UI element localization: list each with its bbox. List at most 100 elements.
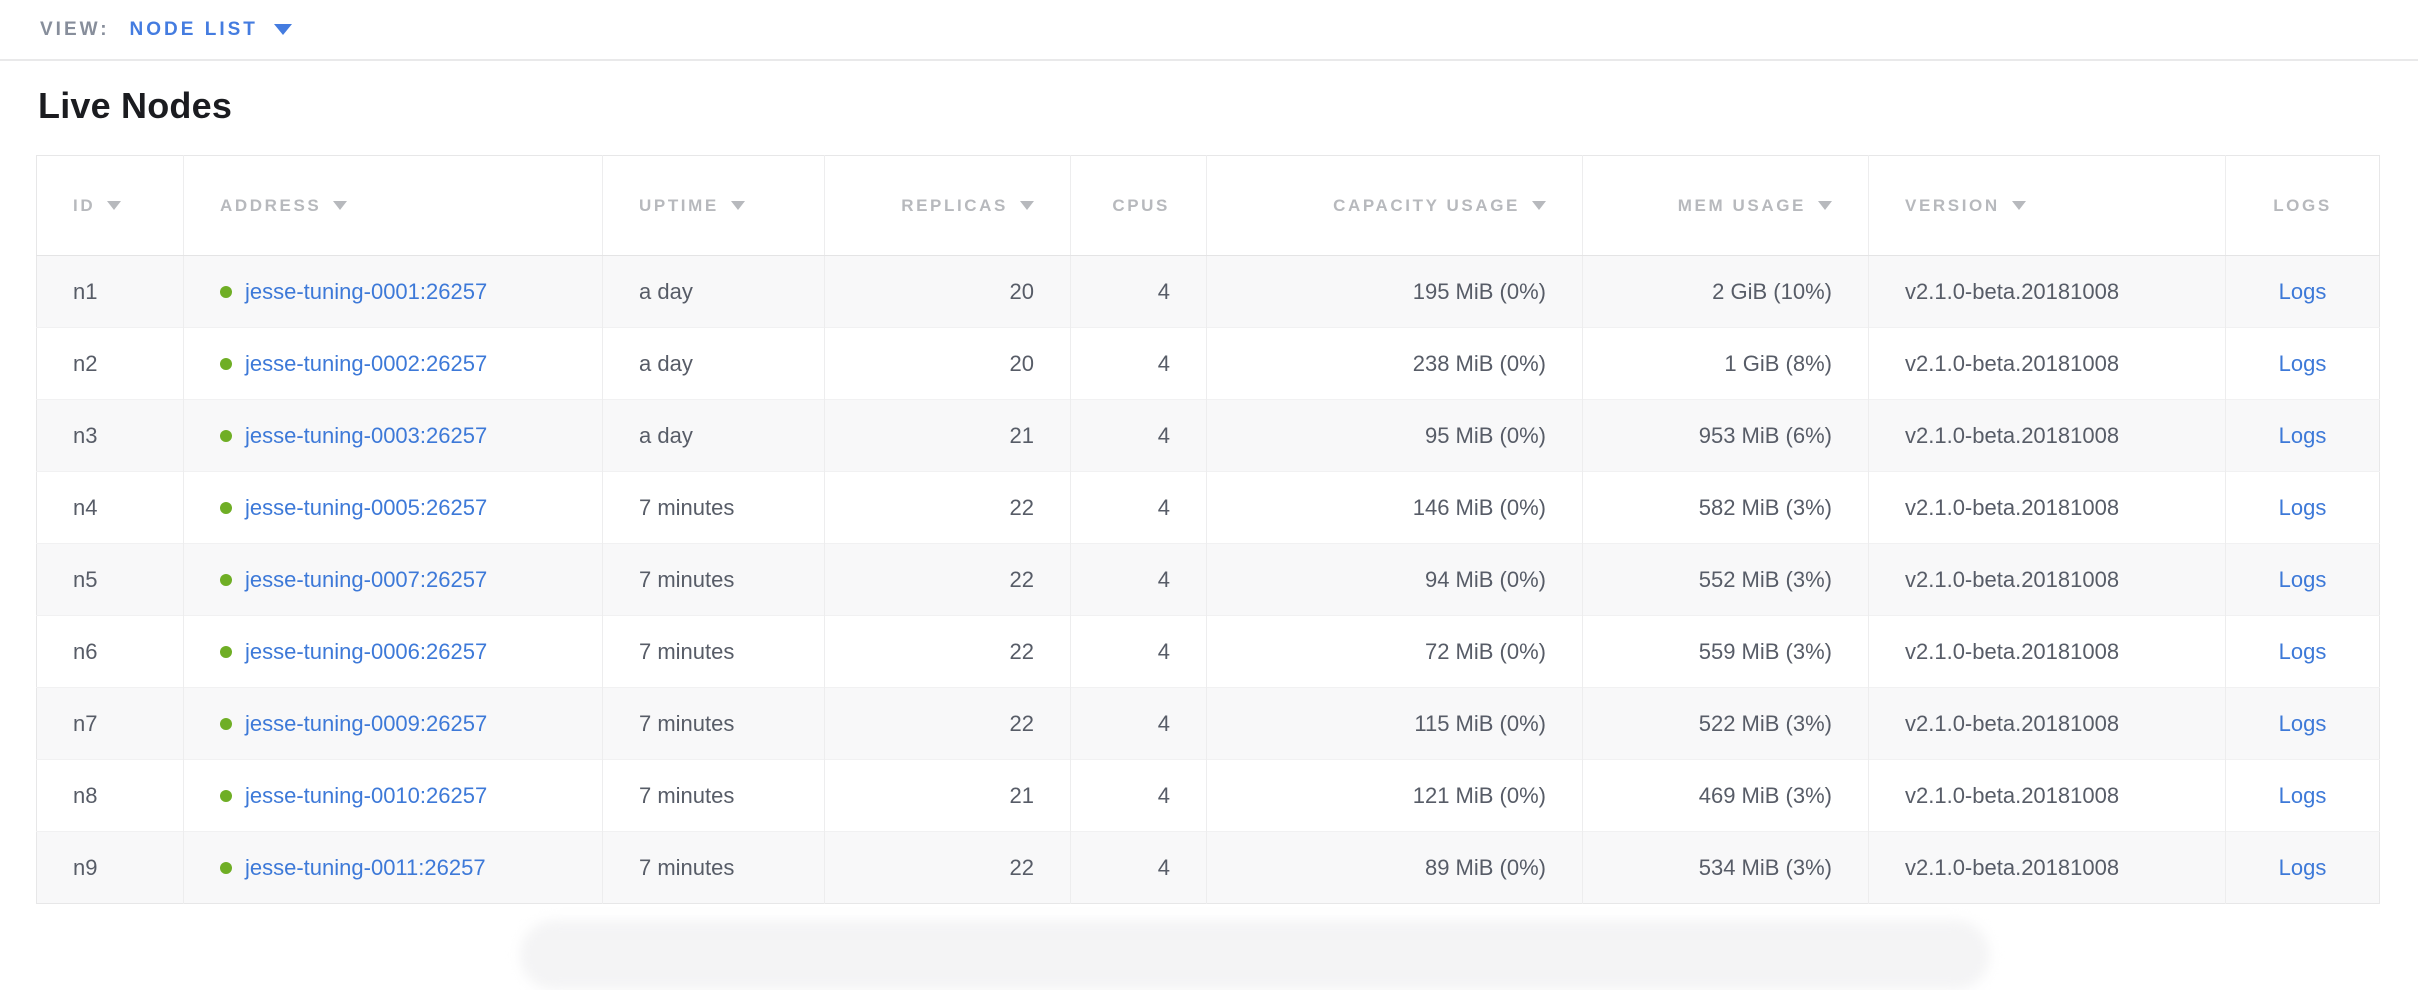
sort-desc-triangle-icon xyxy=(107,200,122,210)
node-address-link[interactable]: jesse-tuning-0001:26257 xyxy=(245,278,488,304)
cell-value: 22 xyxy=(1009,494,1034,520)
cell-uptime: 7 minutes xyxy=(602,759,825,832)
cell-uptime: a day xyxy=(602,255,825,328)
cell-cpus: 4 xyxy=(1070,759,1207,832)
cell-value: 20 xyxy=(1009,278,1034,304)
cell-value: 115 MiB (0%) xyxy=(1414,710,1546,736)
node-address-link[interactable]: jesse-tuning-0006:26257 xyxy=(245,638,488,664)
cell-value: 146 MiB (0%) xyxy=(1412,494,1546,520)
cell-value: 4 xyxy=(1157,278,1170,304)
cell-value: 4 xyxy=(1157,350,1170,376)
cell-address: jesse-tuning-0010:26257 xyxy=(183,759,603,832)
cell-id: n1 xyxy=(37,256,184,328)
cell-value: v2.1.0-beta.20181008 xyxy=(1905,854,2120,880)
cell-value: 22 xyxy=(1009,638,1034,664)
cell-mem: 953 MiB (6%) xyxy=(1582,399,1869,472)
cell-value: a day xyxy=(639,422,693,448)
cell-value: 4 xyxy=(1157,782,1170,808)
table-row: n1 jesse-tuning-0001:26257 a day 20 4 195 MiB… xyxy=(36,255,2380,328)
node-address-link[interactable]: jesse-tuning-0005:26257 xyxy=(245,494,488,520)
cell-mem: 534 MiB (3%) xyxy=(1582,831,1869,904)
cell-value: v2.1.0-beta.20181008 xyxy=(1905,782,2120,808)
column-header-label: ADDRESS xyxy=(220,195,322,215)
cell-address: jesse-tuning-0011:26257 xyxy=(183,831,603,904)
table-row: n4 jesse-tuning-0005:26257 7 minutes 22 4 146… xyxy=(36,471,2380,544)
cell-value: 89 MiB (0%) xyxy=(1424,854,1546,880)
cell-logs: Logs xyxy=(2225,687,2380,760)
cell-value: 72 MiB (0%) xyxy=(1424,638,1546,664)
node-address-link[interactable]: jesse-tuning-0002:26257 xyxy=(245,350,488,376)
node-address-link[interactable]: jesse-tuning-0003:26257 xyxy=(245,422,488,448)
cell-value: 534 MiB (3%) xyxy=(1698,854,1832,880)
cell-capacity: 115 MiB (0%) xyxy=(1206,687,1583,760)
column-header-label: CPUS xyxy=(1112,195,1170,215)
cell-logs: Logs xyxy=(2225,255,2380,328)
cell-logs: Logs xyxy=(2225,327,2380,400)
sort-desc-triangle-icon xyxy=(1532,200,1546,210)
node-logs-link[interactable]: Logs xyxy=(2278,638,2327,664)
node-logs-link[interactable]: Logs xyxy=(2278,854,2327,880)
cell-version: v2.1.0-beta.20181008 xyxy=(1868,327,2226,400)
cell-cpus: 4 xyxy=(1070,543,1207,616)
node-address-link[interactable]: jesse-tuning-0011:26257 xyxy=(245,854,486,880)
cell-capacity: 89 MiB (0%) xyxy=(1206,831,1583,904)
cell-value: 469 MiB (3%) xyxy=(1698,782,1832,808)
cell-version: v2.1.0-beta.20181008 xyxy=(1868,687,2226,760)
cell-value: v2.1.0-beta.20181008 xyxy=(1905,278,2120,304)
node-logs-link[interactable]: Logs xyxy=(2278,710,2327,736)
node-address-link[interactable]: jesse-tuning-0009:26257 xyxy=(245,710,488,736)
column-header-replicas[interactable]: REPLICAS xyxy=(824,155,1071,256)
cell-mem: 1 GiB (8%) xyxy=(1582,327,1869,400)
cell-version: v2.1.0-beta.20181008 xyxy=(1868,399,2226,472)
cell-value: n4 xyxy=(73,494,98,520)
cell-uptime: a day xyxy=(602,399,825,472)
column-header-version[interactable]: VERSION xyxy=(1868,155,2226,256)
column-header-mem[interactable]: MEM USAGE xyxy=(1582,155,1869,256)
column-header-capacity[interactable]: CAPACITY USAGE xyxy=(1206,155,1583,256)
cell-replicas: 20 xyxy=(824,327,1071,400)
cell-address: jesse-tuning-0003:26257 xyxy=(183,399,603,472)
cell-value: n8 xyxy=(73,782,98,808)
view-dropdown[interactable]: NODE LIST xyxy=(130,19,292,41)
column-header-cpus: CPUS xyxy=(1070,155,1207,256)
node-logs-link[interactable]: Logs xyxy=(2278,782,2327,808)
cell-replicas: 20 xyxy=(824,255,1071,328)
cell-value: 7 minutes xyxy=(639,854,735,880)
cell-id: n5 xyxy=(36,543,184,616)
node-address-link[interactable]: jesse-tuning-0010:26257 xyxy=(245,782,488,808)
cell-cpus: 4 xyxy=(1070,327,1207,400)
chevron-down-icon xyxy=(273,24,292,35)
cell-value: 121 MiB (0%) xyxy=(1412,782,1546,808)
cell-replicas: 22 xyxy=(824,615,1071,688)
cell-mem: 552 MiB (3%) xyxy=(1582,543,1869,616)
cell-replicas: 22 xyxy=(824,831,1071,904)
sort-desc-triangle-icon xyxy=(1020,200,1034,210)
sort-desc-triangle-icon xyxy=(333,200,348,210)
column-header-uptime[interactable]: UPTIME xyxy=(602,155,825,256)
cell-capacity: 72 MiB (0%) xyxy=(1206,615,1583,688)
cell-capacity: 238 MiB (0%) xyxy=(1206,327,1583,400)
cell-address: jesse-tuning-0006:26257 xyxy=(183,615,603,688)
cell-value: 4 xyxy=(1157,566,1170,592)
cell-replicas: 22 xyxy=(824,471,1071,544)
cell-value: 559 MiB (3%) xyxy=(1698,638,1832,664)
node-logs-link[interactable]: Logs xyxy=(2278,422,2327,448)
cell-address: jesse-tuning-0005:26257 xyxy=(183,471,603,544)
node-logs-link[interactable]: Logs xyxy=(2278,566,2327,592)
cell-value: 4 xyxy=(1157,638,1170,664)
column-header-address[interactable]: ADDRESS xyxy=(183,155,603,256)
cell-value: v2.1.0-beta.20181008 xyxy=(1905,638,2120,664)
cell-value: 4 xyxy=(1157,854,1170,880)
cell-value: 195 MiB (0%) xyxy=(1412,278,1546,304)
view-label: VIEW: xyxy=(40,18,110,40)
node-logs-link[interactable]: Logs xyxy=(2278,278,2327,304)
cell-id: n4 xyxy=(36,471,184,544)
cell-value: v2.1.0-beta.20181008 xyxy=(1905,494,2120,520)
column-header-id[interactable]: ID xyxy=(36,155,184,256)
node-logs-link[interactable]: Logs xyxy=(2278,350,2327,376)
table-row: n5 jesse-tuning-0007:26257 7 minutes 22 4 94 … xyxy=(36,543,2380,616)
cell-cpus: 4 xyxy=(1070,255,1207,328)
cell-value: v2.1.0-beta.20181008 xyxy=(1905,350,2120,376)
node-logs-link[interactable]: Logs xyxy=(2278,494,2327,520)
node-address-link[interactable]: jesse-tuning-0007:26257 xyxy=(245,566,488,592)
